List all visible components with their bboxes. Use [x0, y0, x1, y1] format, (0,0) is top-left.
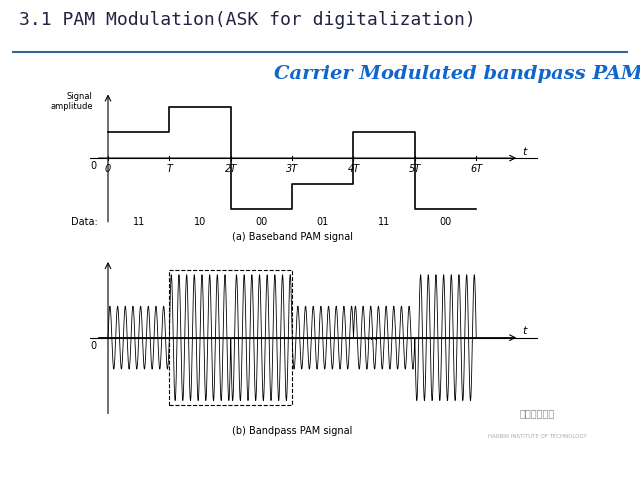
Text: (b) Bandpass PAM signal: (b) Bandpass PAM signal — [232, 426, 352, 436]
Text: 0: 0 — [91, 341, 97, 351]
Text: 3T: 3T — [286, 165, 298, 174]
Text: 4T: 4T — [348, 165, 360, 174]
Text: ...: ... — [365, 329, 378, 343]
Text: 00: 00 — [255, 217, 268, 227]
Text: t: t — [522, 326, 527, 336]
Text: 3.1 PAM Modulation(ASK for digitalization): 3.1 PAM Modulation(ASK for digitalizatio… — [19, 11, 476, 29]
Text: 哈滨工業大學: 哈滨工業大學 — [520, 408, 556, 418]
Text: 01: 01 — [317, 217, 329, 227]
Text: Carrier Modulated bandpass PAM: Carrier Modulated bandpass PAM — [274, 65, 640, 84]
Text: 6T: 6T — [470, 165, 483, 174]
Text: 5T: 5T — [409, 165, 421, 174]
Text: 00: 00 — [440, 217, 452, 227]
Text: HARBIN INSTITUTE OF TECHNOLOGY: HARBIN INSTITUTE OF TECHNOLOGY — [488, 434, 587, 439]
Text: 0: 0 — [91, 161, 97, 170]
Text: 8: 8 — [611, 456, 621, 470]
Text: 11: 11 — [378, 217, 390, 227]
Text: t: t — [522, 147, 527, 157]
Text: Signal
amplitude: Signal amplitude — [50, 92, 93, 111]
Text: 10: 10 — [194, 217, 206, 227]
Text: (a) Baseband PAM signal: (a) Baseband PAM signal — [232, 232, 353, 242]
Text: Communication Research Center: Communication Research Center — [19, 456, 262, 470]
Text: T: T — [166, 165, 172, 174]
Text: 11: 11 — [132, 217, 145, 227]
Text: Data:: Data: — [71, 217, 98, 227]
Text: 0: 0 — [105, 165, 111, 174]
Text: 2T: 2T — [225, 165, 237, 174]
